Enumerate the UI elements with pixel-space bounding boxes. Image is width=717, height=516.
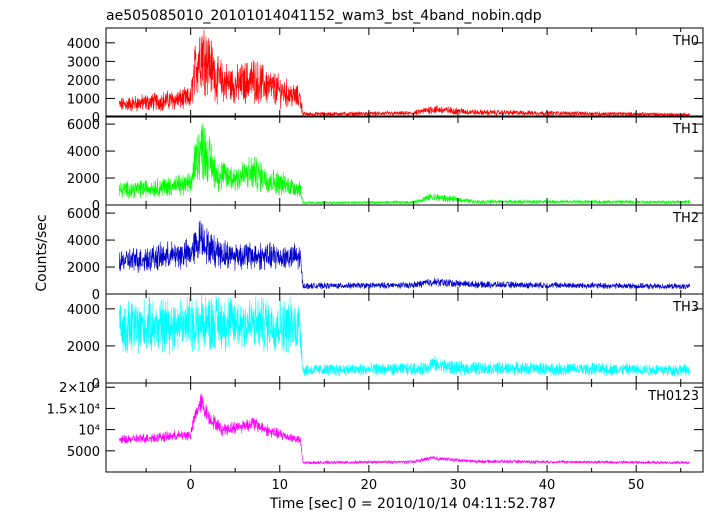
y-tick-label: 6000 [67, 207, 100, 222]
y-tick-label: 4000 [67, 37, 100, 52]
x-tick-label: 20 [361, 478, 378, 493]
series-line-th3 [119, 294, 690, 377]
series-line-th1 [119, 123, 690, 205]
series-line-th0123 [119, 393, 690, 465]
y-tick-label: 3000 [67, 55, 100, 70]
y-tick-label: 0 [92, 377, 100, 392]
panel-label-th1: TH1 [672, 122, 699, 137]
panel-th1: 0 2000 4000 6000 TH1 [67, 115, 704, 214]
y-tick-label: 2000 [67, 74, 100, 89]
x-tick-label: 0 [187, 478, 195, 493]
panel-frame [105, 27, 704, 118]
chart-title: ae505085010_20101014041152_wam3_bst_4ban… [106, 8, 542, 24]
y-tick-label: 2000 [67, 261, 100, 276]
y-tick-label: 1000 [67, 92, 100, 107]
panel-label-th0: TH0 [672, 34, 699, 49]
y-tick-label: 10⁴ [78, 424, 100, 439]
x-tick-label: 50 [628, 478, 645, 493]
panel-label-th0123: TH0123 [647, 389, 699, 404]
panel-th3: 0 2000 4000 TH3 [67, 293, 704, 392]
y-tick-label: 2×10⁴ [59, 381, 100, 396]
y-tick-label: 4000 [67, 145, 100, 160]
panel-th2: 0 2000 4000 6000 TH2 [67, 204, 704, 303]
y-axis-label: Counts/sec [34, 214, 50, 291]
y-tick-label: 2000 [67, 340, 100, 355]
y-tick-label: 0 [92, 111, 100, 126]
y-tick-label: 4000 [67, 303, 100, 318]
y-tick-label: 0 [92, 199, 100, 214]
y-tick-label: 1.5×10⁴ [47, 402, 100, 417]
x-tick-label: 30 [450, 478, 467, 493]
series-line-th2 [119, 220, 690, 290]
x-tick-label: 40 [539, 478, 556, 493]
x-axis-label: Time [sec] 0 = 2010/10/14 04:11:52.787 [269, 496, 556, 512]
y-tick-label: 6000 [67, 118, 100, 133]
y-tick-label: 5000 [67, 445, 100, 460]
panel-th0: 0 1000 2000 3000 4000 TH0 [67, 27, 704, 126]
y-tick-label: 4000 [67, 234, 100, 249]
panel-th0123: 5000 10⁴ 1.5×10⁴ 2×10⁴ TH0123 [47, 381, 704, 473]
panel-frame [105, 382, 704, 473]
y-tick-label: 0 [92, 288, 100, 303]
panel-frame [105, 204, 704, 295]
panel-label-th2: TH2 [672, 211, 699, 226]
y-tick-label: 2000 [67, 172, 100, 187]
x-tick-label: 10 [271, 478, 288, 493]
panel-label-th3: TH3 [672, 300, 699, 315]
series-line-th0 [119, 29, 690, 117]
